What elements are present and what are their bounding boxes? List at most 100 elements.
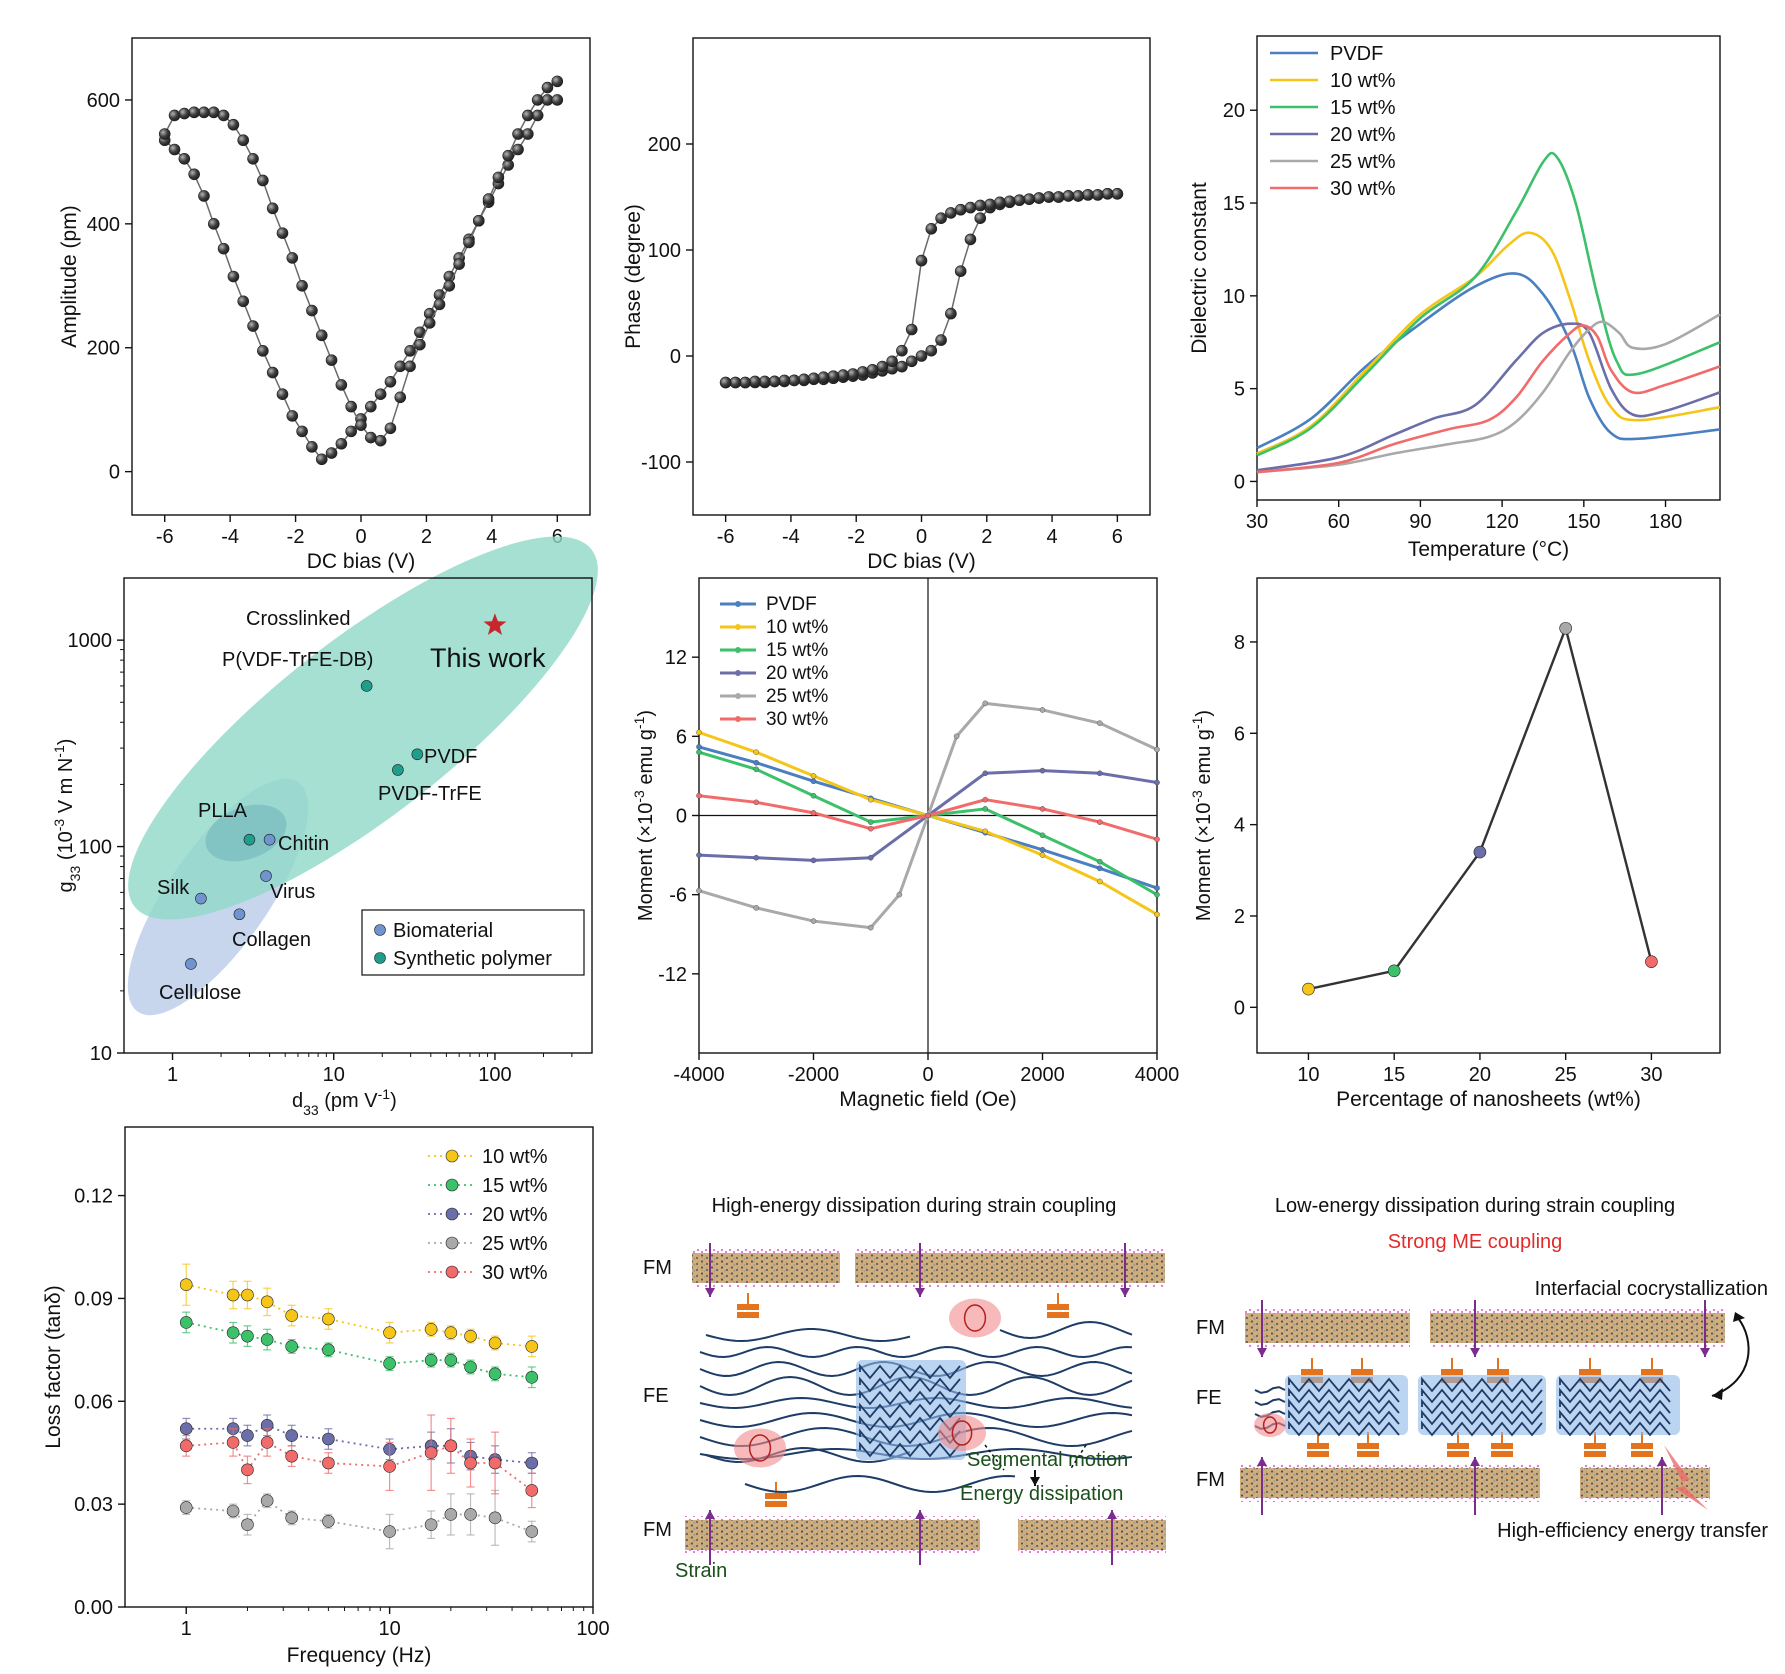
sl-pointer-2 (1069, 1444, 1087, 1471)
phase-point (1043, 191, 1055, 203)
amp-point (443, 279, 456, 292)
phase-point (807, 372, 820, 385)
sr-films (1240, 1300, 1750, 1515)
amp-point (257, 174, 269, 187)
amp-point (198, 190, 210, 202)
g33-label-cellulose: Cellulose (159, 982, 241, 1004)
amp-point (286, 252, 299, 264)
mf-point (867, 825, 874, 832)
loss-point (383, 1326, 396, 1340)
amp-point (286, 410, 299, 422)
amp-point (384, 422, 397, 435)
sr-linker-top-2 (1441, 1369, 1463, 1375)
phase-xtick-label: 4 (1047, 526, 1058, 548)
sr-film-bottom-a (1240, 1468, 1540, 1498)
phase-point (1023, 193, 1036, 205)
mf-point (982, 828, 989, 835)
mf-point (1154, 836, 1160, 843)
sr-chain-0 (1254, 1386, 1286, 1394)
amp-point (306, 304, 318, 317)
mp-ytick-label: 0 (1234, 997, 1245, 1019)
mf-point (1039, 707, 1046, 713)
sr-linker-bottom-2 (1447, 1443, 1469, 1449)
amp-point (266, 202, 279, 215)
mf-point (696, 749, 702, 755)
diel-ytick-label: 5 (1234, 379, 1245, 401)
loss-point (383, 1357, 396, 1370)
loss-point (241, 1463, 254, 1477)
diel-series-1 (1256, 231, 1721, 455)
sr-film-top-b (1430, 1313, 1725, 1343)
sr-strain-arrow-top-1-head (1470, 1348, 1480, 1357)
sr-strain-arrow-top-0-head (1257, 1348, 1267, 1357)
amp-point (512, 128, 524, 140)
amp-point (365, 431, 377, 444)
g33-ylabel: g33 (10-3 V m N-1) (51, 739, 83, 893)
phase-xtick-label: 0 (916, 526, 927, 548)
phase-point (964, 233, 977, 246)
sr-fm-bottom-label: FM (1196, 1469, 1225, 1491)
loss-point (260, 1436, 274, 1449)
mf-ytick-label: -6 (669, 885, 687, 907)
phase-xtick-label: 2 (981, 526, 992, 548)
loss-point (444, 1326, 458, 1340)
loss-point (285, 1511, 298, 1525)
sl-linker-3 (765, 1493, 787, 1499)
amp-point (453, 258, 465, 270)
sl-strain-label: Strain (675, 1560, 727, 1582)
phase-point (915, 254, 928, 267)
phase-point (749, 375, 761, 388)
amp-point (207, 106, 220, 119)
loss-legend-label: 10 wt% (482, 1146, 548, 1168)
diel-series-0 (1256, 272, 1721, 450)
sr-crystal-zig-2-2 (1559, 1398, 1671, 1415)
schematic-right-title: Low-energy dissipation during strain cou… (1275, 1195, 1675, 1217)
mf-point (810, 778, 817, 784)
amp-point (374, 434, 387, 447)
mp-point (1387, 964, 1401, 978)
mf-point (1039, 806, 1046, 812)
mf-point (1154, 885, 1160, 891)
sr-crystal-zig-0-3 (1288, 1409, 1400, 1426)
sl-film-bottom-a (685, 1520, 980, 1550)
loss-point (322, 1514, 335, 1528)
phase-point (935, 212, 947, 224)
mf-point (1154, 746, 1160, 753)
amp-point (325, 354, 338, 366)
amp-xtick-label: 4 (486, 526, 497, 548)
diel-frame (1256, 35, 1721, 501)
mf-xtick-label: -2000 (788, 1064, 839, 1086)
mf-point (1096, 878, 1103, 885)
phase-xtick-label: -2 (847, 526, 865, 548)
amp-ytick-label: 400 (87, 214, 120, 236)
sr-crystal-zig-0-0 (1288, 1376, 1400, 1393)
loss-point (488, 1367, 502, 1381)
amp-point (178, 107, 191, 120)
loss-point (179, 1501, 193, 1514)
loss-xtick-label: 100 (576, 1618, 609, 1640)
sr-crystal-zig-0-4 (1288, 1420, 1400, 1437)
sl-linker-1-b (737, 1312, 759, 1318)
g33-legend-bio-marker (374, 924, 386, 936)
g33-label-crosslinked: Crosslinked (246, 608, 350, 630)
mf-ytick-label: 6 (676, 726, 687, 748)
phase-point (1062, 190, 1075, 202)
mp-ytick-label: 6 (1234, 723, 1245, 745)
sl-blob-2-coil (951, 1420, 973, 1446)
phase-panel: -6 -4 -2 0 2 4 6 -100 0 100 200 DC bias (V) Phase (d… (622, 37, 1151, 573)
amp-point (541, 94, 554, 106)
schematic-left-title: High-energy dissipation during strain co… (712, 1195, 1117, 1217)
sl-blob-2 (938, 1415, 986, 1451)
amp-point (394, 360, 407, 373)
mf-ytick-label: 0 (676, 806, 687, 828)
diel-ytick-label: 10 (1223, 286, 1245, 308)
mf-point (982, 770, 989, 777)
mf-point (925, 812, 931, 819)
amp-point (237, 134, 250, 147)
amp-xtick-label: -6 (156, 526, 174, 548)
loss-point (241, 1288, 254, 1302)
mf-xtick-label: 0 (922, 1064, 933, 1086)
phase-point (1091, 189, 1104, 201)
loss-point (241, 1429, 254, 1442)
